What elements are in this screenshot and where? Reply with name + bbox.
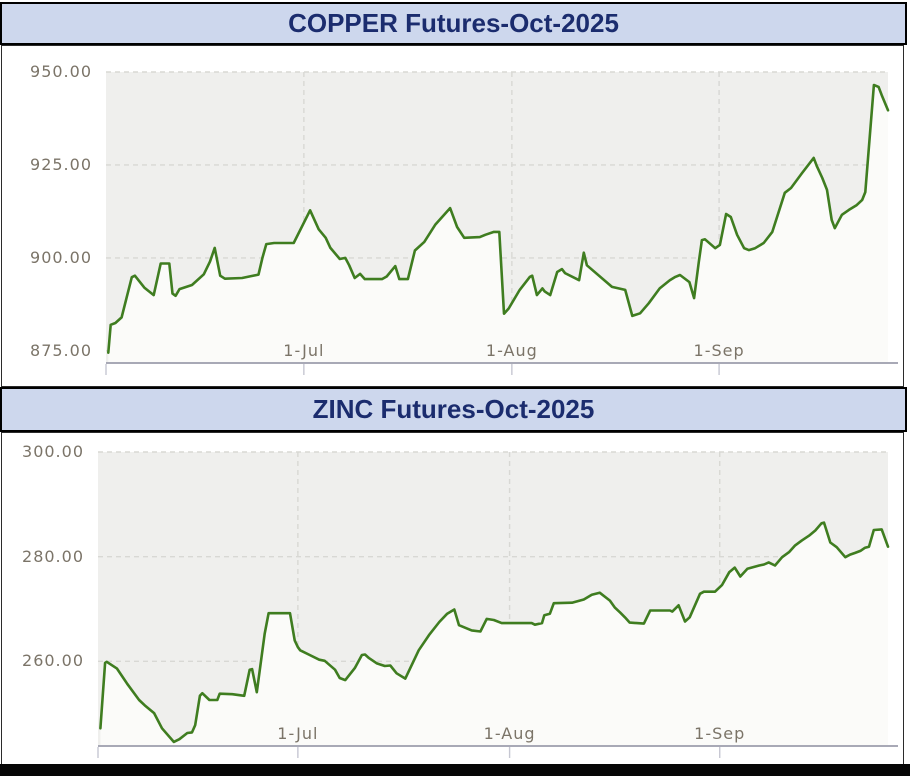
zinc-price-chart: 300.00 280.00 260.00 1-Jul 1-Aug 1-Sep — [2, 433, 903, 764]
y-axis-label: 280.00 — [22, 546, 84, 566]
zinc-chart-title: ZINC Futures-Oct-2025 — [312, 394, 595, 424]
copper-plot-area — [105, 71, 898, 375]
copper-title-bar: COPPER Futures-Oct-2025 — [0, 2, 907, 45]
zinc-plot-area — [97, 451, 898, 758]
x-axis-label: 1-Aug — [485, 341, 538, 360]
zinc-price-line — [99, 521, 890, 744]
y-axis-label: 875.00 — [30, 340, 92, 360]
y-axis-label: 900.00 — [30, 247, 92, 267]
x-axis-label: 1-Sep — [694, 724, 746, 743]
x-axis-label: 1-Aug — [483, 724, 536, 743]
x-axis-label: 1-Jul — [283, 341, 325, 360]
x-axis-label: 1-Sep — [693, 341, 745, 360]
copper-chart-title: COPPER Futures-Oct-2025 — [288, 8, 619, 38]
zinc-chart-box: 300.00 280.00 260.00 1-Jul 1-Aug 1-Sep — [1, 432, 904, 765]
zinc-title-bar: ZINC Futures-Oct-2025 — [0, 387, 907, 432]
y-axis-label: 300.00 — [22, 442, 84, 461]
window-bottom-edge — [0, 764, 910, 776]
zinc-area-fill — [100, 522, 888, 745]
y-axis-label: 925.00 — [30, 154, 92, 174]
x-axis-label: 1-Jul — [277, 724, 319, 743]
y-axis-label: 260.00 — [22, 651, 84, 671]
copper-area-fill — [108, 85, 889, 362]
copper-price-chart: 950.00 925.00 900.00 875.00 1-Jul 1-Aug 1-Sep — [2, 46, 903, 386]
copper-chart-box: 950.00 925.00 900.00 875.00 1-Jul 1-Aug 1-Sep — [1, 45, 904, 387]
copper-price-line — [107, 83, 890, 354]
y-axis-label: 950.00 — [30, 62, 92, 81]
